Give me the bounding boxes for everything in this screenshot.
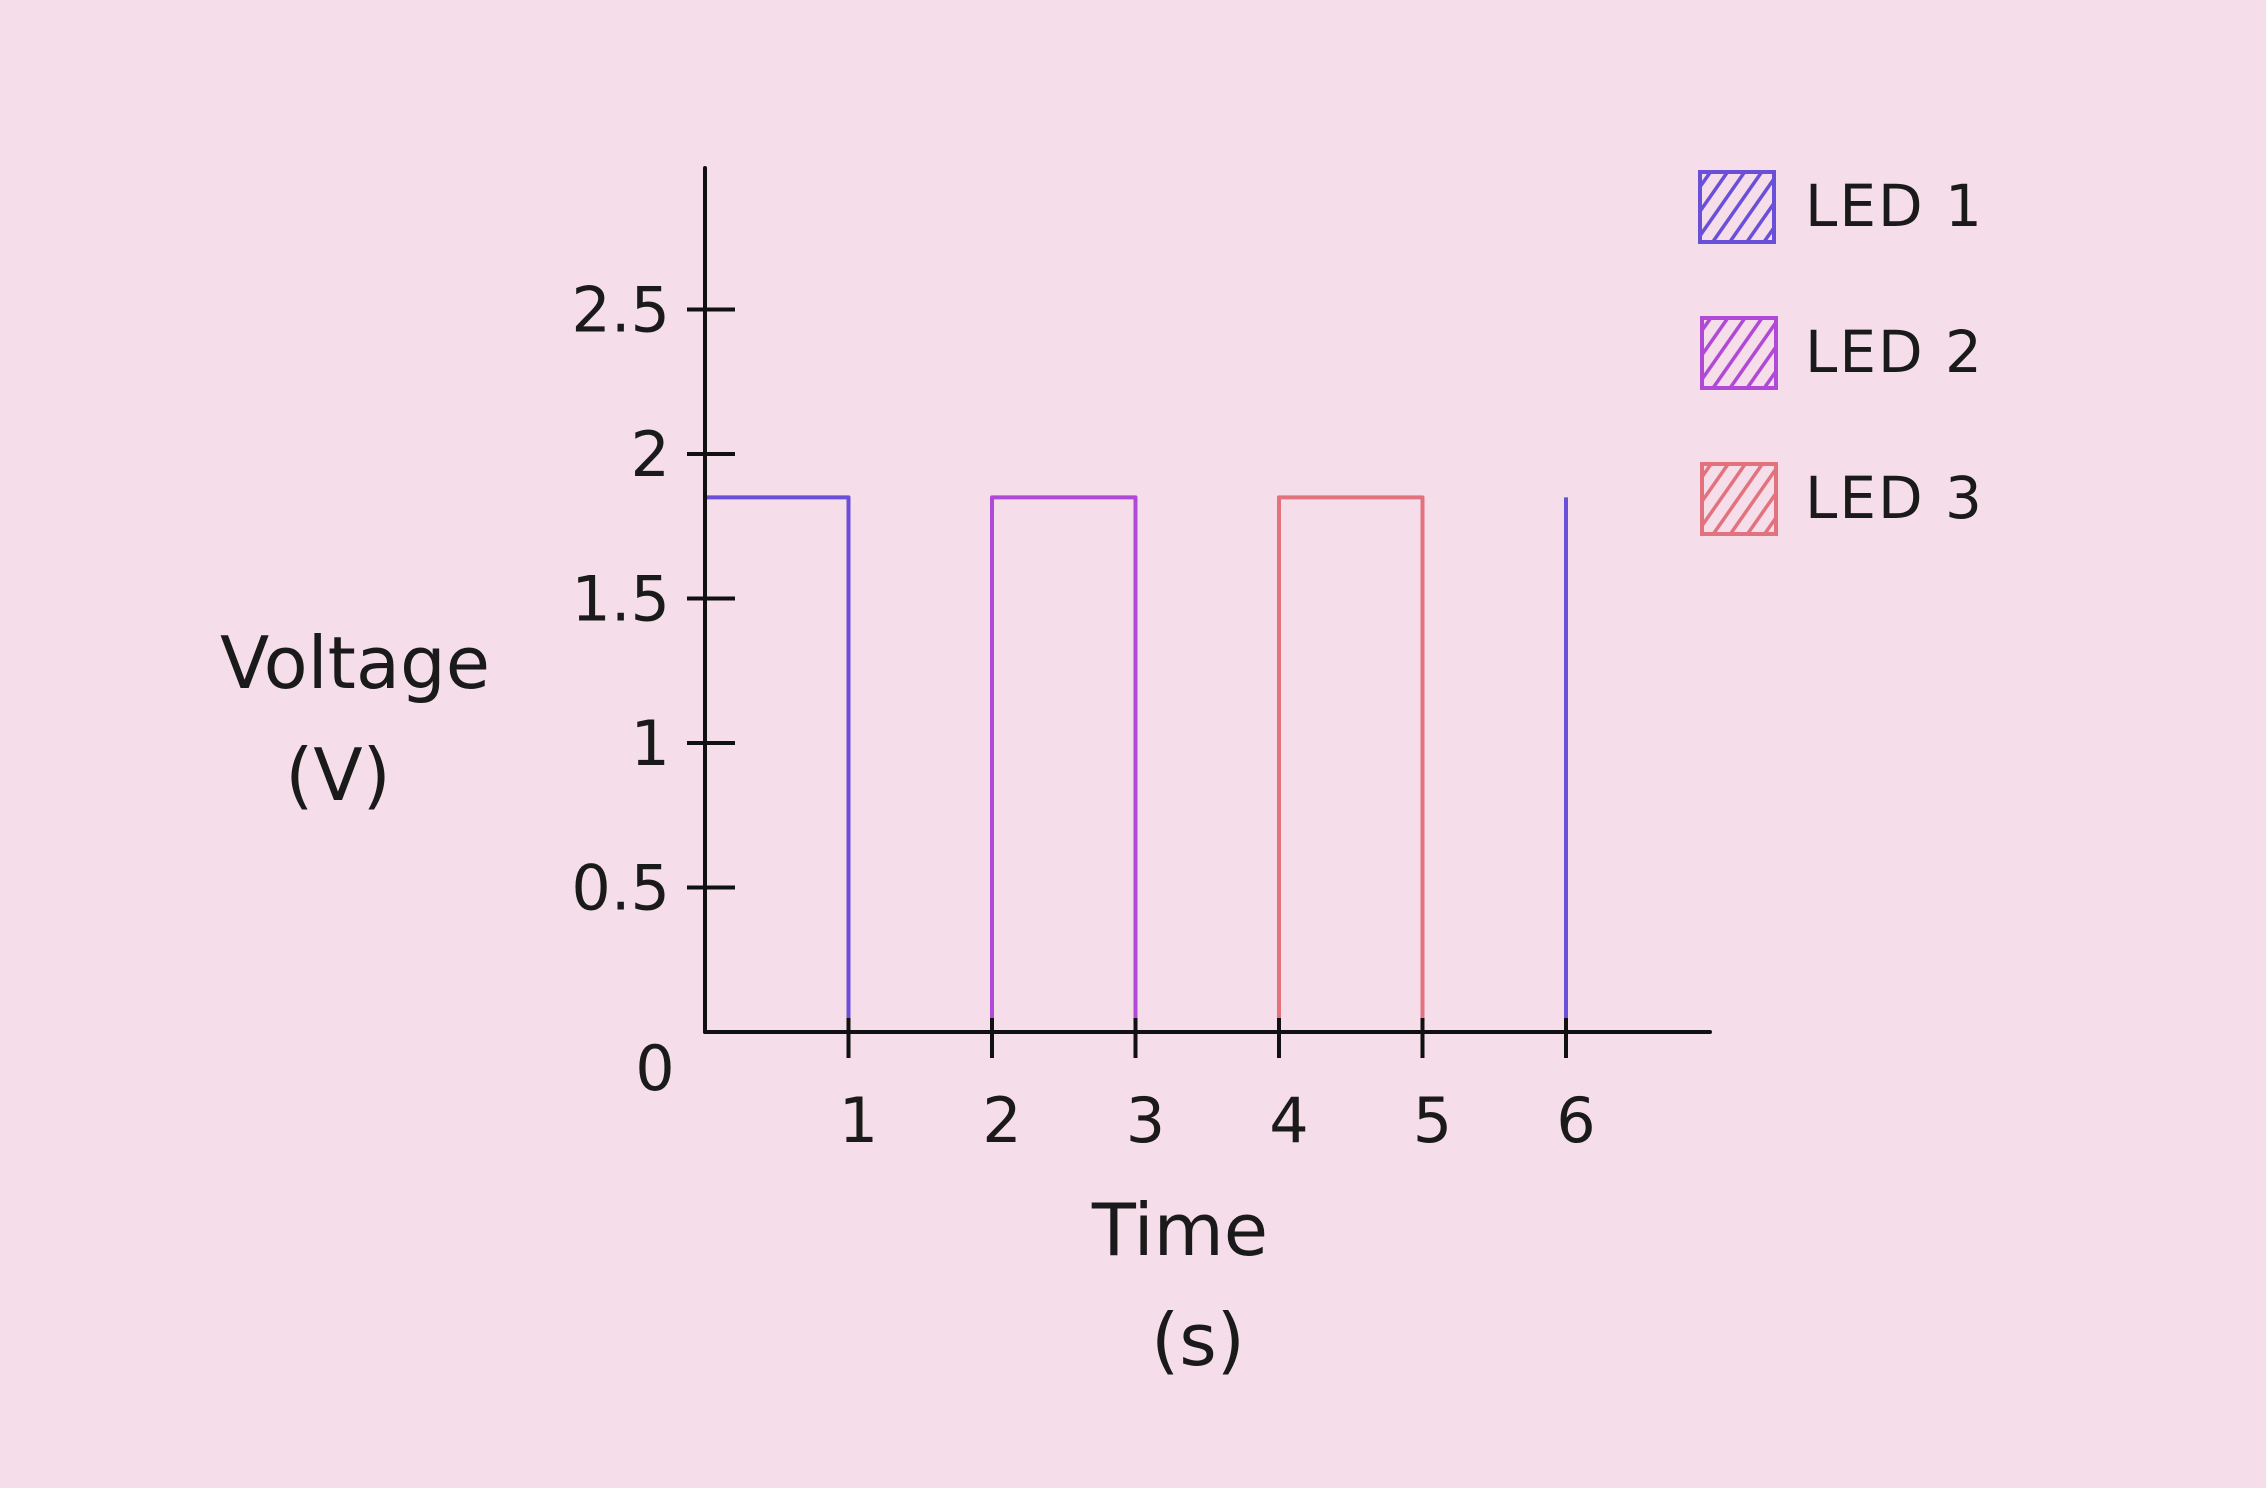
legend-label-led3: LED 3: [1805, 464, 1984, 532]
legend-label-led2: LED 2: [1805, 318, 1984, 386]
legend-swatch-led2: [1700, 316, 1778, 390]
x-axis-unit: (s): [1151, 1298, 1245, 1382]
legend-swatch-led1: [1698, 170, 1776, 244]
legend-item-led3: LED 3: [1700, 462, 1984, 536]
y-axis-title: Voltage: [220, 621, 490, 705]
origin-label: 0: [635, 1032, 674, 1105]
y-tick-label: 0.5: [571, 852, 670, 925]
y-tick-label: 1: [631, 707, 670, 780]
tick-layer: 0.5 1 1.5 2 2.5 1 2 3 4 5 6: [571, 274, 1595, 1158]
x-tick-label: 1: [839, 1084, 878, 1157]
legend-item-led1: LED 1: [1698, 170, 1984, 244]
x-tick-label: 3: [1126, 1084, 1165, 1157]
legend: LED 1 LED 2 LED 3: [1698, 170, 1984, 536]
x-axis-title: Time: [1091, 1188, 1268, 1272]
y-tick-label: 2.5: [571, 274, 670, 347]
legend-swatch-led3: [1700, 462, 1778, 536]
legend-label-led1: LED 1: [1805, 172, 1984, 240]
y-tick-label: 2: [631, 418, 670, 491]
x-tick-label: 5: [1413, 1084, 1452, 1157]
y-axis-unit: (V): [285, 733, 390, 817]
series-line-led2: [705, 495, 1566, 1034]
x-tick-label: 6: [1556, 1084, 1595, 1157]
legend-item-led2: LED 2: [1700, 316, 1984, 390]
series-layer: [705, 495, 1568, 1034]
x-tick-label: 2: [982, 1084, 1021, 1157]
x-tick-label: 4: [1269, 1084, 1308, 1157]
y-tick-label: 1.5: [571, 563, 670, 636]
